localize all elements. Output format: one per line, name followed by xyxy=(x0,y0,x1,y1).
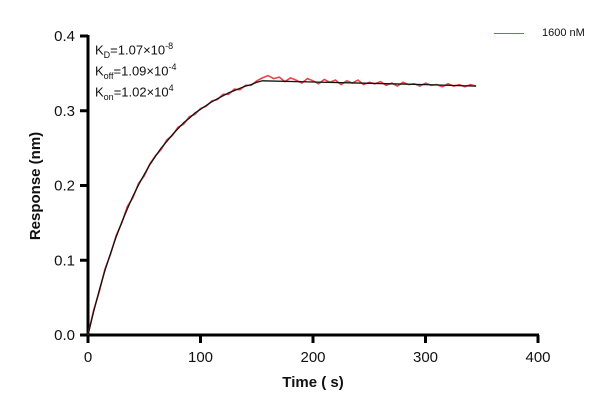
legend-label: 1600 nM xyxy=(542,27,585,39)
x-tick-label: 300 xyxy=(413,349,438,366)
x-tick-label: 400 xyxy=(525,349,550,366)
x-tick-label: 200 xyxy=(300,349,325,366)
y-axis-label: Response (nm) xyxy=(27,132,44,240)
annotation-kon: Kon=1.02×104 xyxy=(95,83,174,102)
y-tick-label: 0.4 xyxy=(54,28,75,45)
annotation-kd: KD=1.07×10-8 xyxy=(95,41,174,60)
y-tick-label: 0.1 xyxy=(54,252,75,269)
series-line-1600nM xyxy=(87,74,477,336)
annotation-koff: Koff=1.09×10-4 xyxy=(95,62,177,81)
y-tick-label: 0.2 xyxy=(54,178,75,195)
y-tick-label: 0.0 xyxy=(54,327,75,344)
legend: 1600 nM xyxy=(494,27,585,39)
x-tick-label: 100 xyxy=(188,349,213,366)
y-tick-label: 0.3 xyxy=(54,103,75,120)
fit-curve-line xyxy=(87,80,477,336)
x-tick-label: 0 xyxy=(84,349,92,366)
legend-swatch xyxy=(494,32,524,34)
x-axis-label: Time ( s) xyxy=(282,374,343,391)
